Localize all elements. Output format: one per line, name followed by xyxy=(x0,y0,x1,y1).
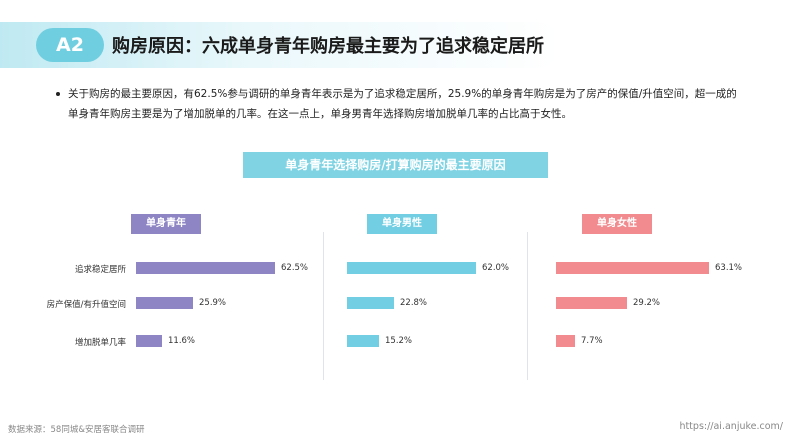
source-url[interactable]: https://ai.anjuke.com/ xyxy=(679,421,783,432)
intro-paragraph: 关于购房的最主要原因，有62.5%参与调研的单身青年表示是为了追求稳定居所，25… xyxy=(56,84,738,124)
category-label: 增加脱单几率 xyxy=(74,338,126,348)
data-label: 15.2% xyxy=(385,336,413,346)
bar xyxy=(347,262,476,274)
bar xyxy=(136,335,162,347)
data-label: 25.9% xyxy=(199,298,227,308)
page-title: 购房原因：六成单身青年购房最主要为了追求稳定居所 xyxy=(112,36,544,57)
data-label: 62.5% xyxy=(281,263,309,273)
data-label: 11.6% xyxy=(168,336,196,346)
data-label: 63.1% xyxy=(715,263,743,273)
data-label: 29.2% xyxy=(633,298,661,308)
data-source: 数据来源：58同城&安居客联合调研 xyxy=(8,425,145,435)
data-label: 22.8% xyxy=(400,298,428,308)
bar xyxy=(556,335,575,347)
bar xyxy=(347,335,379,347)
bar xyxy=(136,297,193,309)
series-label: 单身青年 xyxy=(131,214,201,234)
panel-divider xyxy=(323,232,324,380)
bar xyxy=(556,297,627,309)
bar xyxy=(347,297,394,309)
section-badge: A2 xyxy=(36,28,104,62)
series-label: 单身女性 xyxy=(582,214,652,234)
panel-divider xyxy=(527,232,528,380)
category-label: 房产保值/有升值空间 xyxy=(46,300,126,310)
bar xyxy=(136,262,275,274)
chart-title: 单身青年选择购房/打算购房的最主要原因 xyxy=(243,152,548,178)
data-label: 62.0% xyxy=(482,263,510,273)
series-label: 单身男性 xyxy=(367,214,437,234)
bar xyxy=(556,262,709,274)
data-label: 7.7% xyxy=(581,336,603,346)
category-label: 追求稳定居所 xyxy=(74,265,126,275)
intro-text: 关于购房的最主要原因，有62.5%参与调研的单身青年表示是为了追求稳定居所，25… xyxy=(68,88,737,120)
bullet-dot-icon xyxy=(56,92,60,96)
